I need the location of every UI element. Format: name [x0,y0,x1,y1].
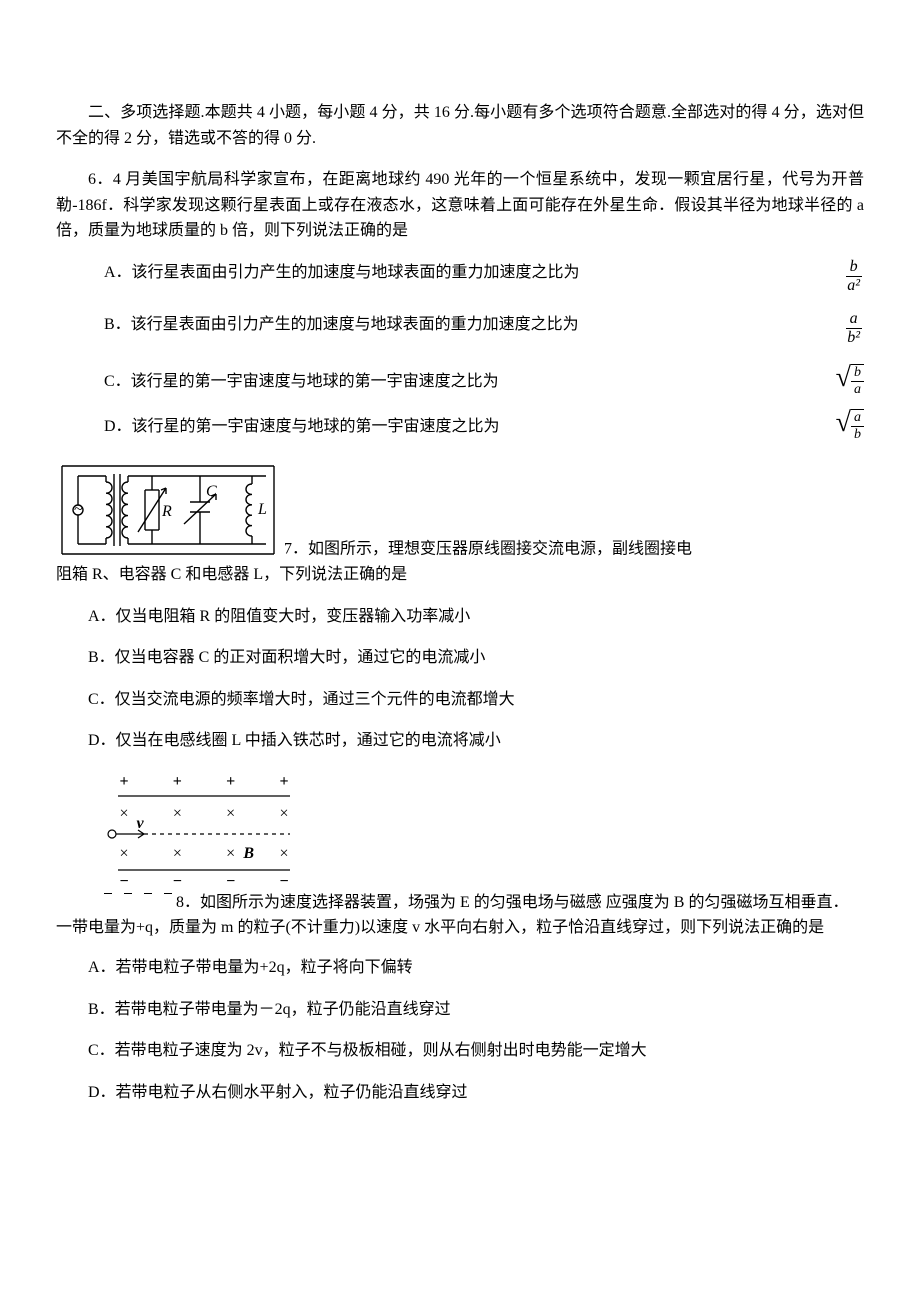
q6-a-den: a² [843,277,864,295]
q7-stem-inline: 7．如图所示，理想变压器原线圈接交流电源，副线圈接电 [284,540,692,557]
q8-underline-seg [104,893,112,911]
q6-c-den: a [851,382,864,397]
q8-option-c: C．若带电粒子速度为 2v，粒子不与极板相碰，则从右侧射出时电势能一定增大 [56,1038,864,1064]
q8-stem-inline: 8．如图所示为速度选择器装置，场强为 E 的匀强电场与磁感 [176,894,602,911]
q7-option-b: B．仅当电容器 C 的正对面积增大时，通过它的电流减小 [56,645,864,671]
q6-a-text: A．该行星表面由引力产生的加速度与地球表面的重力加速度之比为 [104,260,839,286]
transformer-circuit-icon: ~RCL [56,454,280,562]
sqrt-icon: √ [836,364,851,392]
q6-c-num: b [851,365,864,381]
q6-b-den: b² [843,329,864,347]
svg-text:×: × [226,845,235,862]
svg-text:×: × [173,805,182,822]
svg-text:B: B [242,845,254,862]
svg-text:L: L [257,501,267,518]
q6-d-sqrt: √ a b [836,409,864,442]
q8-underline-seg [164,893,172,911]
q6-a-fraction: b a² [843,258,864,294]
svg-text:−: − [119,873,128,888]
q6-c-text: C．该行星的第一宇宙速度与地球的第一宇宙速度之比为 [104,369,836,395]
q6-option-b: B．该行星表面由引力产生的加速度与地球表面的重力加速度之比为 a b² [104,312,864,352]
svg-text:−: − [173,873,182,888]
sqrt-icon: √ [836,409,851,437]
q6-d-den: b [851,427,864,442]
q6-b-num: a [846,310,862,329]
svg-text:+: + [279,773,288,790]
q8-underline-seg [124,893,132,911]
q6-b-text: B．该行星表面由引力产生的加速度与地球表面的重力加速度之比为 [104,312,839,338]
q8-option-b: B．若带电粒子带电量为－2q，粒子仍能沿直线穿过 [56,997,864,1023]
svg-text:+: + [119,773,128,790]
q6-d-text: D．该行星的第一宇宙速度与地球的第一宇宙速度之比为 [104,414,836,440]
q8-underline-seg [144,893,152,911]
q8-option-d: D．若带电粒子从右侧水平射入，粒子仍能沿直线穿过 [56,1080,864,1106]
section-header: 二、多项选择题.本题共 4 小题，每小题 4 分，共 16 分.每小题有多个选项… [56,100,864,151]
q6-stem: 6．4 月美国宇航局科学家宣布，在距离地球约 490 光年的一个恒星系统中，发现… [56,167,864,244]
svg-text:−: − [279,873,288,888]
q8-figure: ++++××××××××v−−−−B [104,770,864,888]
q7-stem-row: ~RCL 7．如图所示，理想变压器原线圈接交流电源，副线圈接电 [56,454,864,562]
svg-text:×: × [279,845,288,862]
q6-option-a: A．该行星表面由引力产生的加速度与地球表面的重力加速度之比为 b a² [104,260,864,300]
q8-stem: 8．如图所示为速度选择器装置，场强为 E 的匀强电场与磁感 应强度为 B 的匀强… [56,890,864,941]
q6-option-c: C．该行星的第一宇宙速度与地球的第一宇宙速度之比为 √ b a [104,364,864,397]
q6-c-sqrt: √ b a [836,364,864,397]
svg-text:C: C [206,483,217,500]
velocity-selector-icon: ++++××××××××v−−−−B [104,770,304,888]
q7-option-d: D．仅当在电感线圈 L 中插入铁芯时，通过它的电流将减小 [56,728,864,754]
svg-text:×: × [119,805,128,822]
q6-option-d: D．该行星的第一宇宙速度与地球的第一宇宙速度之比为 √ a b [104,409,864,442]
svg-text:+: + [226,773,235,790]
q7-stem-cont: 阻箱 R、电容器 C 和电感器 L，下列说法正确的是 [56,562,864,588]
q7-option-a: A．仅当电阻箱 R 的阻值变大时，变压器输入功率减小 [56,604,864,630]
q8-option-a: A．若带电粒子带电量为+2q，粒子将向下偏转 [56,955,864,981]
svg-text:v: v [136,815,144,832]
svg-text:×: × [119,845,128,862]
svg-text:−: − [226,873,235,888]
q7-figure: ~RCL [56,454,280,562]
svg-text:×: × [279,805,288,822]
q7-option-c: C．仅当交流电源的频率增大时，通过三个元件的电流都增大 [56,687,864,713]
q6-d-num: a [851,410,864,426]
svg-text:×: × [173,845,182,862]
svg-text:+: + [173,773,182,790]
q6-a-num: b [846,258,862,277]
q6-b-fraction: a b² [843,310,864,346]
svg-text:R: R [161,503,172,520]
svg-text:×: × [226,805,235,822]
